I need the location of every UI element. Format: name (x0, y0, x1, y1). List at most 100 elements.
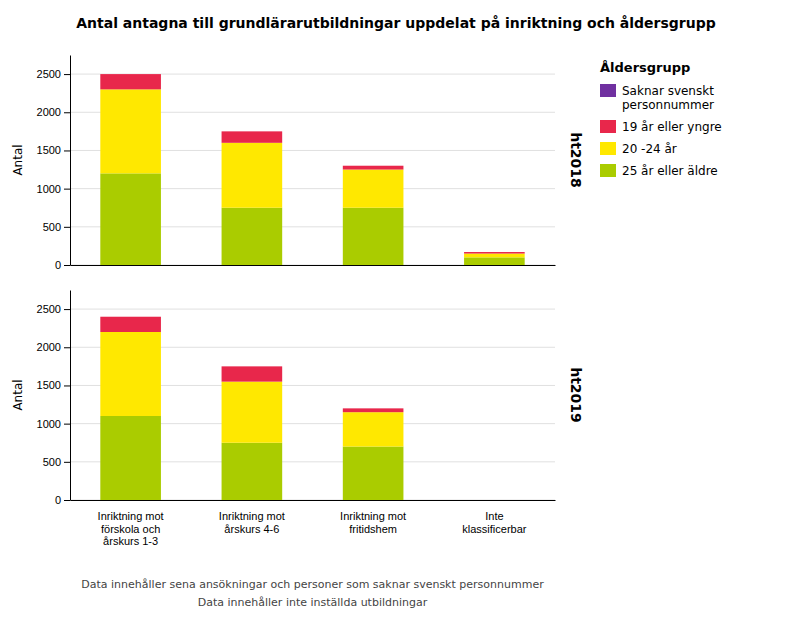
bars (100, 74, 524, 265)
y-tick-mark (64, 347, 70, 348)
y-axis-title: Antal (11, 144, 25, 175)
x-tick: Inteklassificerbar (462, 500, 527, 535)
y-tick-label: 2500 (37, 68, 61, 80)
bar (100, 316, 161, 317)
legend-swatch (600, 142, 616, 155)
y-tick-mark (64, 385, 70, 386)
bar (100, 89, 161, 173)
y-tick-mark (64, 189, 70, 190)
legend-label: 19 år eller yngre (622, 120, 722, 134)
bar (464, 254, 525, 258)
bar (343, 447, 404, 500)
x-axis (71, 265, 556, 267)
y-tick: 2000 (37, 106, 70, 118)
title: Antal antagna till grundlärarutbildninga… (76, 15, 716, 31)
bar (222, 131, 283, 142)
x-axis: Inriktning motförskola ochårskurs 1-3 Inr… (71, 500, 556, 547)
y-tick-label: 2000 (37, 341, 61, 353)
panel-1: 0 500 1000 1500 2000 2500 Inriktning motförsko… (11, 291, 584, 548)
y-tick-label: 2000 (37, 106, 61, 118)
grid-line (70, 309, 555, 310)
bar (343, 408, 404, 409)
y-tick-label: 0 (55, 494, 61, 506)
grid (70, 309, 555, 500)
bar (222, 208, 283, 265)
y-tick-label: 2500 (37, 303, 61, 315)
y-tick: 0 (55, 494, 70, 506)
bar (343, 165, 404, 166)
y-tick: 2500 (37, 68, 70, 80)
x-axis-line (71, 500, 556, 501)
bar (343, 412, 404, 446)
bar (222, 443, 283, 500)
footnote: Data innehåller inte inställda utbildnin… (198, 596, 428, 609)
bar (222, 366, 283, 381)
bar (100, 416, 161, 500)
y-tick: 1000 (37, 183, 70, 195)
x-tick: Inriktning motförskola ochårskurs 1-3 (98, 500, 164, 547)
bar (464, 500, 525, 501)
y-tick-mark (64, 112, 70, 113)
x-tick-label: Inteklassificerbar (462, 510, 527, 535)
y-tick-mark (64, 227, 70, 228)
x-tick-label: Inriktning motförskola ochårskurs 1-3 (98, 510, 164, 547)
y-tick-mark (64, 265, 70, 266)
bar (464, 257, 525, 265)
bar (464, 252, 525, 253)
x-axis-line (71, 265, 556, 266)
y-tick-mark (64, 150, 70, 151)
y-tick: 2000 (37, 341, 70, 353)
legend-label: Saknar svensktpersonnummer (622, 84, 714, 112)
legend-entry: 19 år eller yngre (600, 120, 722, 134)
y-tick-label: 1000 (37, 183, 61, 195)
bar (464, 252, 525, 254)
legend-swatch (600, 120, 616, 133)
y-tick-mark (64, 462, 70, 463)
bar (100, 317, 161, 332)
panel-label: ht2019 (568, 367, 584, 423)
y-tick-label: 1500 (37, 144, 61, 156)
y-tick: 1000 (37, 418, 70, 430)
bar (100, 332, 161, 416)
y-axis-line (70, 56, 71, 266)
bar (222, 131, 283, 132)
legend-label: 25 år eller äldre (622, 164, 718, 178)
y-axis: 0 500 1000 1500 2000 2500 (37, 291, 71, 507)
x-tick: Inriktning motfritidshem (340, 500, 406, 535)
bar (464, 500, 525, 501)
y-axis-line (70, 291, 71, 501)
y-axis: 0 500 1000 1500 2000 2500 (37, 56, 71, 272)
bars (100, 317, 403, 500)
x-tick: Inriktning motårskurs 4-6 (219, 500, 285, 535)
y-tick-label: 500 (43, 221, 61, 233)
y-tick-mark (64, 500, 70, 501)
grid (70, 74, 555, 265)
legend-label: 20 -24 år (622, 142, 677, 156)
x-tick-label: Inriktning motårskurs 4-6 (219, 510, 285, 535)
y-tick-mark (64, 309, 70, 310)
bar (100, 74, 161, 89)
bar (222, 366, 283, 367)
legend-entry: Saknar svensktpersonnummer (600, 84, 714, 112)
y-tick: 500 (43, 221, 70, 233)
y-tick: 1500 (37, 379, 70, 391)
footnote: Data innehåller sena ansökningar och per… (81, 578, 544, 591)
bar (222, 143, 283, 208)
y-tick-label: 0 (55, 259, 61, 271)
bar (464, 500, 525, 501)
bar (100, 173, 161, 265)
y-tick: 500 (43, 456, 70, 468)
y-tick-mark (64, 424, 70, 425)
x-tick-label: Inriktning motfritidshem (340, 510, 406, 535)
y-tick: 0 (55, 259, 70, 271)
y-axis-title: Antal (11, 379, 25, 410)
bar (343, 166, 404, 170)
legend-swatch (600, 84, 616, 97)
legend-title: Åldersgrupp (600, 60, 690, 75)
bar (464, 500, 525, 501)
bar (100, 74, 161, 75)
panel-0: 05001000150020002500Antalht2018 (11, 56, 584, 272)
y-tick-label: 1000 (37, 418, 61, 430)
legend: Åldersgrupp Saknar svensktpersonnummer 19 … (600, 60, 722, 178)
y-tick-mark (64, 74, 70, 75)
